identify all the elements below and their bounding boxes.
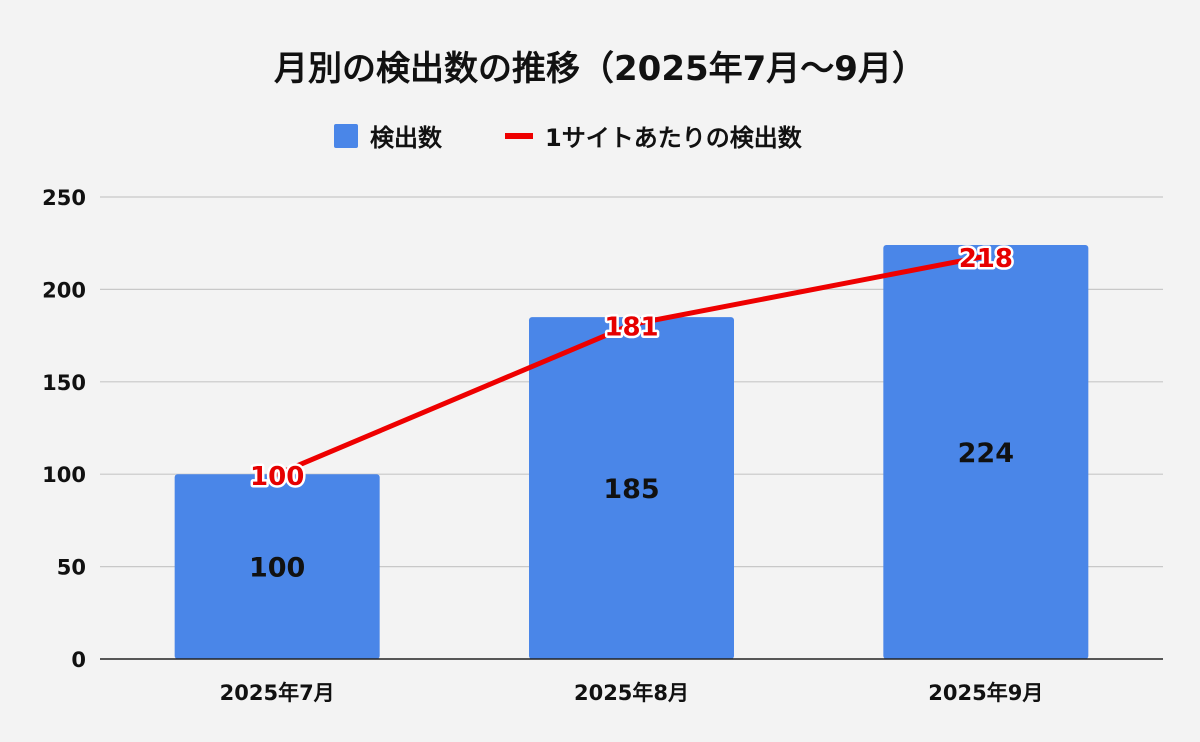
bar (883, 245, 1089, 659)
line-value-label: 100 (250, 462, 304, 492)
bar (529, 317, 734, 659)
y-tick-label: 100 (42, 463, 86, 487)
legend-swatch-bar (334, 124, 358, 148)
y-axis-ticks: 0 50 100 150 200 250 (42, 186, 86, 672)
legend-label-bar: 検出数 (370, 124, 443, 152)
legend: 検出数 1サイトあたりの検出数 (334, 124, 803, 152)
x-category-label: 2025年8月 (574, 681, 689, 705)
line-value-label: 181 (604, 313, 658, 343)
y-tick-label: 50 (57, 556, 86, 580)
line-value-label: 218 (959, 244, 1013, 274)
bar-value-label: 100 (249, 553, 305, 584)
line-series: 100 181 218 (248, 242, 1016, 495)
y-tick-label: 250 (42, 186, 86, 210)
bar-value-label: 224 (958, 438, 1014, 469)
x-category-label: 2025年7月 (220, 681, 335, 705)
y-tick-label: 0 (71, 648, 86, 672)
bar-value-label: 185 (603, 474, 659, 505)
line-series-path (274, 253, 989, 477)
legend-label-line: 1サイトあたりの検出数 (545, 124, 803, 152)
x-category-label: 2025年9月 (928, 681, 1043, 705)
chart-title: 月別の検出数の推移（2025年7月～9月） (274, 49, 926, 89)
legend-swatch-line (505, 133, 533, 139)
y-tick-label: 150 (42, 371, 86, 395)
y-tick-label: 200 (42, 278, 86, 302)
bar (174, 474, 380, 659)
x-axis-categories: 2025年7月 2025年8月 2025年9月 (220, 681, 1044, 705)
bars: 100 185 224 (174, 245, 1089, 659)
